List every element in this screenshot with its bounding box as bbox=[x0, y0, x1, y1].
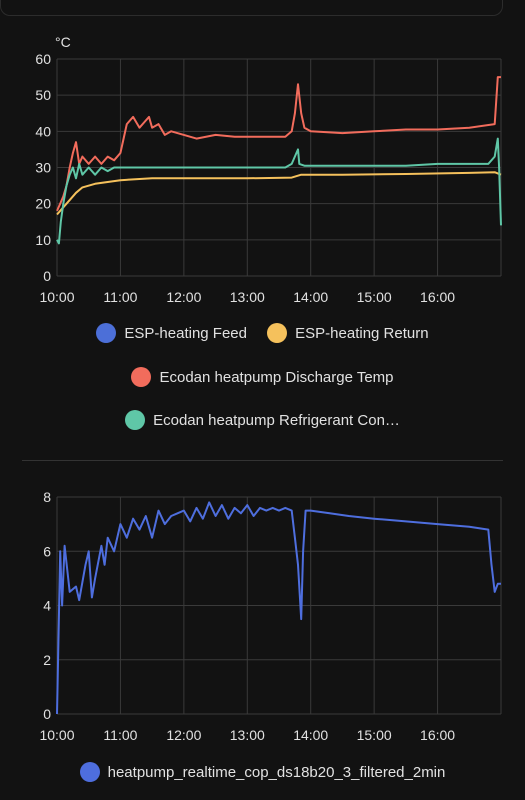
legend-item-discharge[interactable]: Ecodan heatpump Discharge Temp bbox=[131, 367, 394, 387]
temperature-chart-x-ticks: 10:00 11:00 12:00 13:00 14:00 15:00 16:00 bbox=[39, 289, 455, 305]
series-line-cop bbox=[56, 501, 501, 715]
x-tick-label: 11:00 bbox=[103, 289, 137, 305]
legend-dot-feed bbox=[96, 323, 117, 343]
cop-chart-series bbox=[56, 501, 501, 715]
legend-dot-cop bbox=[79, 762, 100, 782]
x-tick-label: 10:00 bbox=[39, 727, 74, 743]
legend-item-cop[interactable]: heatpump_realtime_cop_ds18b20_3_filtered… bbox=[79, 762, 446, 782]
y-tick-label: 6 bbox=[43, 543, 51, 559]
x-tick-label: 14:00 bbox=[293, 727, 328, 743]
x-tick-label: 13:00 bbox=[230, 289, 265, 305]
x-tick-label: 13:00 bbox=[230, 727, 265, 743]
y-tick-label: 4 bbox=[43, 598, 51, 614]
temperature-legend-row-1: ESP-heating Feed ESP-heating Return bbox=[0, 323, 525, 347]
legend-label-cop: heatpump_realtime_cop_ds18b20_3_filtered… bbox=[107, 763, 446, 781]
temperature-chart-y-ticks: 0 10 20 30 40 50 60 bbox=[35, 51, 51, 284]
legend-item-refrigerant[interactable]: Ecodan heatpump Refrigerant Con… bbox=[125, 410, 400, 430]
y-tick-label: 8 bbox=[43, 489, 51, 505]
legend-label-return: ESP-heating Return bbox=[295, 324, 429, 342]
y-tick-label: 0 bbox=[43, 268, 51, 284]
y-tick-label: 0 bbox=[43, 706, 51, 722]
x-tick-label: 12:00 bbox=[166, 289, 201, 305]
y-tick-label: 30 bbox=[35, 160, 51, 176]
legend-label-refrigerant: Ecodan heatpump Refrigerant Con… bbox=[153, 411, 400, 429]
series-line-discharge bbox=[56, 76, 501, 212]
y-tick-label: 60 bbox=[35, 51, 51, 67]
y-tick-label: 10 bbox=[35, 232, 51, 248]
cop-chart-y-ticks: 0 2 4 6 8 bbox=[43, 489, 51, 722]
legend-dot-refrigerant bbox=[125, 410, 146, 430]
top-card-edge bbox=[0, 0, 503, 16]
y-tick-label: 40 bbox=[35, 123, 51, 139]
temperature-legend-row-3: Ecodan heatpump Refrigerant Con… bbox=[0, 410, 525, 434]
legend-dot-return bbox=[267, 323, 288, 343]
y-tick-label: 20 bbox=[35, 196, 51, 212]
x-tick-label: 14:00 bbox=[293, 289, 328, 305]
legend-label-feed: ESP-heating Feed bbox=[124, 324, 247, 342]
x-tick-label: 11:00 bbox=[103, 727, 137, 743]
legend-item-feed[interactable]: ESP-heating Feed bbox=[96, 323, 247, 343]
temperature-legend-row-2: Ecodan heatpump Discharge Temp bbox=[0, 367, 525, 391]
legend-label-discharge: Ecodan heatpump Discharge Temp bbox=[159, 368, 394, 386]
temperature-unit-label: °C bbox=[55, 34, 71, 50]
legend-dot-discharge bbox=[131, 367, 152, 387]
x-tick-label: 16:00 bbox=[420, 727, 455, 743]
series-line-refrigerant bbox=[56, 137, 502, 245]
cop-chart: 0 2 4 6 8 10:00 11:00 12:00 13:00 14:00 15:00 16:0… bbox=[39, 489, 502, 743]
series-line-return bbox=[56, 171, 502, 216]
x-tick-label: 15:00 bbox=[357, 727, 392, 743]
x-tick-label: 10:00 bbox=[39, 289, 74, 305]
card-divider bbox=[22, 460, 503, 461]
x-tick-label: 16:00 bbox=[420, 289, 455, 305]
cop-legend: heatpump_realtime_cop_ds18b20_3_filtered… bbox=[0, 762, 525, 786]
x-tick-label: 12:00 bbox=[166, 727, 201, 743]
y-tick-label: 2 bbox=[43, 652, 51, 668]
temperature-chart-series bbox=[56, 76, 502, 245]
y-tick-label: 50 bbox=[35, 87, 51, 103]
x-tick-label: 15:00 bbox=[357, 289, 392, 305]
cop-chart-x-ticks: 10:00 11:00 12:00 13:00 14:00 15:00 16:00 bbox=[39, 727, 455, 743]
legend-item-return[interactable]: ESP-heating Return bbox=[267, 323, 429, 343]
